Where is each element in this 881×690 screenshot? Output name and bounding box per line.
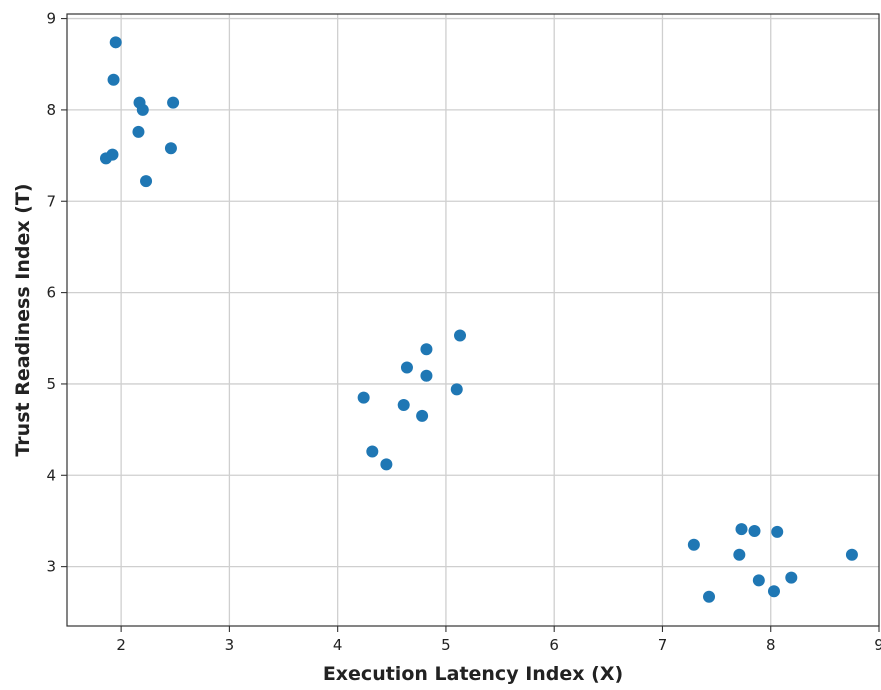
x-tick-label: 4 <box>333 636 343 654</box>
data-point <box>400 361 413 374</box>
x-tick-label: 9 <box>874 636 881 654</box>
data-point <box>380 458 393 471</box>
data-point <box>357 391 370 404</box>
y-tick-label: 8 <box>46 101 56 119</box>
x-tick-label: 6 <box>549 636 559 654</box>
data-point <box>416 409 429 422</box>
x-tick-label: 8 <box>766 636 776 654</box>
x-tick-label: 2 <box>116 636 126 654</box>
data-point <box>132 125 145 138</box>
y-axis-title: Trust Readiness Index (T) <box>12 183 34 456</box>
data-point <box>140 175 153 188</box>
tick-labels: 2 3 4 5 6 7 8 9 3 4 5 6 7 8 9 <box>46 10 881 654</box>
data-point <box>107 73 120 86</box>
y-tick-label: 7 <box>46 192 56 210</box>
data-point <box>703 590 716 603</box>
plot-area-frame <box>66 13 880 627</box>
data-point <box>106 148 119 161</box>
data-point <box>397 398 410 411</box>
data-point <box>748 525 761 538</box>
y-tick-label: 4 <box>46 466 56 484</box>
data-point <box>167 96 180 109</box>
tick-marks <box>61 18 880 632</box>
data-point <box>420 343 433 356</box>
data-point <box>767 585 780 598</box>
y-tick-label: 6 <box>46 284 56 302</box>
x-axis-title: Execution Latency Index (X) <box>323 663 623 685</box>
data-point <box>687 538 700 551</box>
data-point <box>366 445 379 458</box>
x-tick-label: 5 <box>441 636 451 654</box>
data-point <box>785 571 798 584</box>
data-point <box>164 142 177 155</box>
data-point <box>109 36 122 49</box>
data-point <box>420 369 433 382</box>
data-point <box>136 103 149 116</box>
grid-lines <box>67 14 879 626</box>
data-point <box>735 523 748 536</box>
data-point <box>450 383 463 396</box>
data-point <box>845 548 858 561</box>
x-tick-label: 7 <box>658 636 668 654</box>
data-point <box>752 574 765 587</box>
x-tick-label: 3 <box>225 636 235 654</box>
data-points <box>99 36 858 603</box>
y-tick-label: 9 <box>46 10 56 28</box>
data-point <box>771 525 784 538</box>
data-point <box>454 329 467 342</box>
y-tick-label: 3 <box>46 558 56 576</box>
y-tick-label: 5 <box>46 375 56 393</box>
data-point <box>733 548 746 561</box>
